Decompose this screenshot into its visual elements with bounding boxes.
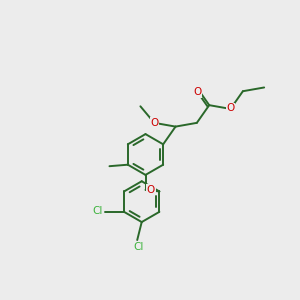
Text: O: O: [150, 118, 158, 128]
Text: O: O: [147, 185, 155, 195]
Text: O: O: [193, 87, 201, 97]
Text: Cl: Cl: [93, 206, 103, 216]
Text: Cl: Cl: [134, 242, 144, 252]
Text: O: O: [226, 103, 235, 113]
